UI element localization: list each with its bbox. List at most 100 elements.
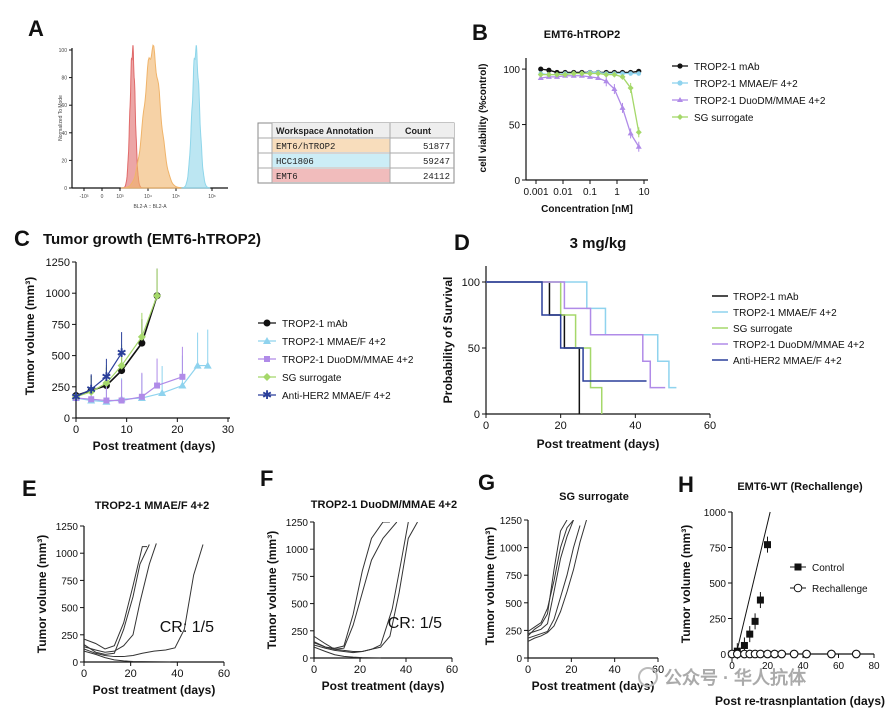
panel-g-ylabel: Tumor volume (mm³) bbox=[483, 527, 497, 645]
panel-f-ytick-label: 1000 bbox=[286, 545, 309, 556]
panel-b-point bbox=[546, 67, 552, 73]
panel-b-title: EMT6-hTROP2 bbox=[544, 29, 620, 41]
histogram-peak-hcc1806 bbox=[181, 45, 211, 189]
legend-marker bbox=[263, 337, 271, 344]
panel-c-point bbox=[118, 367, 126, 375]
panel-e-ylabel: Tumor volume (mm³) bbox=[35, 535, 49, 653]
panel-d-legend: TROP2-1 mAb TROP2-1 MMAE/F 4+2 SG surrogat… bbox=[712, 292, 865, 367]
table-cell-count: 51877 bbox=[423, 142, 450, 152]
panel-c-legend: TROP2-1 mAb TROP2-1 MMAE/F 4+2 TROP2-1 Duo… bbox=[258, 319, 414, 402]
panel-label-B: B bbox=[472, 20, 488, 45]
panel-c-point: ✱ bbox=[86, 382, 96, 396]
panel-a-xtick-label: 0 bbox=[101, 194, 104, 200]
panel-c-point bbox=[158, 389, 167, 397]
panel-f-mouse-curve bbox=[314, 522, 418, 654]
panel-b-point bbox=[627, 130, 634, 136]
panel-h-ytick-label: 250 bbox=[709, 615, 726, 626]
legend-label: TROP2-1 mAb bbox=[282, 319, 348, 330]
panel-e-xtick-label: 20 bbox=[125, 668, 137, 680]
panel-c-point bbox=[193, 361, 202, 369]
panel-b-point bbox=[611, 71, 618, 78]
panel-b-point bbox=[545, 71, 552, 78]
legend-marker: ✱ bbox=[262, 388, 272, 402]
panel-c-xtick-label: 10 bbox=[121, 424, 133, 436]
legend-label: SG surrogate bbox=[282, 373, 342, 384]
watermark-icon bbox=[638, 667, 658, 687]
panel-a-ytick-label: 20 bbox=[61, 158, 67, 164]
panel-d-xtick-label: 40 bbox=[629, 420, 641, 432]
panel-h-control-point bbox=[756, 596, 764, 604]
panel-a-ytick-label: 0 bbox=[64, 186, 67, 192]
panel-g-mouse-curve bbox=[528, 520, 568, 637]
panel-f-xlabel: Post treatment (days) bbox=[322, 679, 445, 693]
panel-label-A: A bbox=[28, 16, 44, 41]
panel-g-mouse-curve bbox=[528, 520, 587, 642]
panel-h-rechallenge-point bbox=[763, 649, 772, 659]
panel-e-xtick-label: 60 bbox=[218, 668, 230, 680]
panel-c-tumor-growth: Tumor growth (EMT6-hTROP2) 0 250 500 750 1000… bbox=[23, 231, 261, 453]
panel-a-ytick-label: 60 bbox=[61, 103, 67, 109]
panel-f-ylabel: Tumor volume (mm³) bbox=[265, 531, 279, 649]
panel-d-ytick-label: 0 bbox=[474, 409, 480, 421]
panel-h-rechallenge-point bbox=[789, 649, 799, 659]
panel-b-point bbox=[537, 71, 544, 78]
panel-g-mouse-curve bbox=[528, 525, 581, 639]
legend-label: Anti-HER2 MMAE/F 4+2 bbox=[282, 391, 391, 402]
panel-g-xtick-label: 40 bbox=[609, 664, 621, 676]
panel-b-xtick-label: 0.001 bbox=[523, 187, 548, 198]
panel-h-control-fit bbox=[735, 511, 771, 657]
panel-g-ytick-label: 250 bbox=[505, 626, 522, 637]
panel-b-point bbox=[611, 86, 618, 92]
panel-b-point bbox=[595, 74, 602, 80]
panel-label-C: C bbox=[14, 226, 30, 251]
panel-f-ytick-label: 0 bbox=[302, 654, 308, 665]
legend-label: TROP2-1 MMAE/F 4+2 bbox=[733, 308, 837, 319]
panel-d-xtick-label: 60 bbox=[704, 420, 716, 432]
table-row-swatch bbox=[272, 154, 390, 167]
panel-a-table: Workspace Annotation Count EMT6/hTROP2 5187… bbox=[257, 122, 455, 184]
panel-d-xtick-label: 0 bbox=[483, 420, 489, 432]
panel-e-ytick-label: 250 bbox=[61, 631, 78, 642]
watermark: 公众号 · 华人抗体 bbox=[638, 667, 807, 688]
panel-g-mouse-curve bbox=[528, 520, 574, 632]
legend-label: TROP2-1 MMAE/F 4+2 bbox=[694, 79, 798, 90]
panel-a-xtick-label: -10³ bbox=[80, 194, 89, 200]
panel-c-title: Tumor growth (EMT6-hTROP2) bbox=[43, 231, 261, 248]
panel-c-point bbox=[138, 339, 146, 347]
panel-g-xtick-label: 60 bbox=[652, 664, 664, 676]
panel-c-ylabel: Tumor volume (mm³) bbox=[23, 277, 37, 395]
panel-b-point bbox=[587, 70, 593, 77]
panel-b-point bbox=[538, 66, 544, 72]
panel-h-rechallenge-point bbox=[770, 649, 779, 659]
panel-c-ytick-label: 1000 bbox=[46, 288, 70, 300]
panel-h-rechallenge-point bbox=[732, 649, 742, 659]
panel-h-xtick-label: 0 bbox=[729, 661, 735, 672]
panel-c-point bbox=[103, 397, 110, 404]
panel-c-point bbox=[137, 332, 146, 341]
panel-a-ylabel: Normalized To Mode bbox=[58, 95, 64, 141]
panel-b-point bbox=[562, 71, 569, 78]
panel-h-xtick-label: 60 bbox=[833, 661, 845, 672]
panel-c-xtick-label: 30 bbox=[222, 424, 234, 436]
panel-e-xtick-label: 0 bbox=[81, 668, 87, 680]
table-cell-count: 24112 bbox=[423, 172, 450, 182]
panel-h-ytick-label: 500 bbox=[709, 579, 726, 590]
watermark-text: 公众号 · 华人抗体 bbox=[664, 667, 807, 688]
panel-e-annotation: CR: 1/5 bbox=[160, 619, 214, 636]
legend-marker bbox=[263, 319, 271, 327]
legend-label: TROP2-1 DuoDM/MMAE 4+2 bbox=[694, 96, 826, 107]
panel-f-ytick-label: 500 bbox=[291, 600, 308, 611]
panel-g-individual-curves: SG surrogate 0 250 500 750 1000 1250 0 20 40 60 Tum… bbox=[483, 491, 664, 693]
panel-d-xlabel: Post treatment (days) bbox=[537, 437, 660, 451]
table-row-swatch bbox=[272, 169, 390, 182]
panel-label-D: D bbox=[454, 230, 470, 255]
panel-h-ytick-label: 0 bbox=[720, 650, 726, 661]
panel-f-xtick-label: 20 bbox=[354, 664, 366, 676]
panel-e-title: TROP2-1 MMAE/F 4+2 bbox=[95, 500, 210, 512]
panel-b-point bbox=[578, 70, 585, 77]
table-header-bg bbox=[272, 123, 454, 138]
panel-f-ytick-label: 1250 bbox=[286, 518, 309, 529]
legend-label: Anti-HER2 MMAE/F 4+2 bbox=[733, 356, 842, 367]
table-header-count: Count bbox=[405, 126, 431, 136]
panel-g-mouse-curve bbox=[528, 520, 574, 635]
